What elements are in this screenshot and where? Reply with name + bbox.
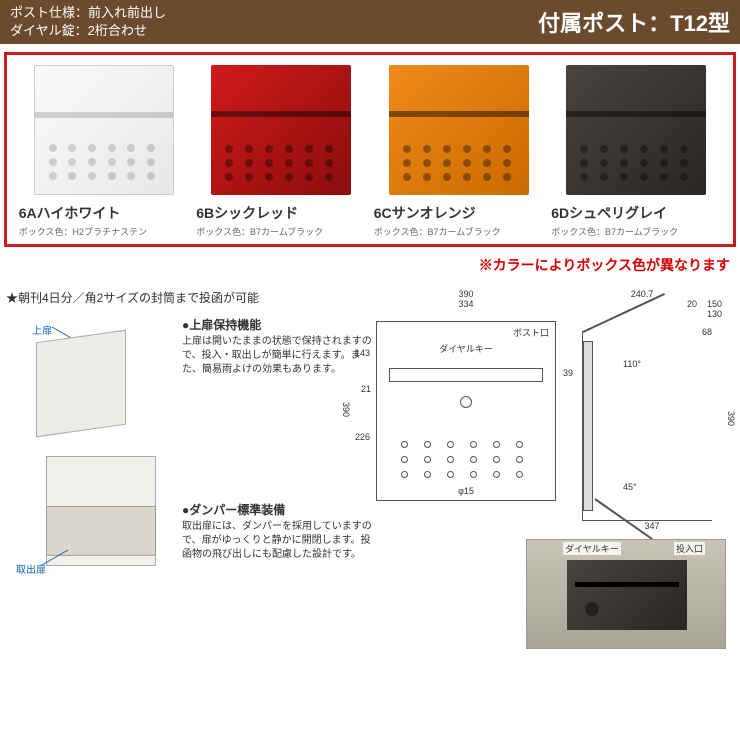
dim-width-inner: 334 <box>376 299 556 309</box>
dim-slot-h: 39 <box>563 368 573 378</box>
angle2: 45° <box>623 482 637 492</box>
spec-line-2: ダイヤル錠：2桁合わせ <box>10 22 166 40</box>
feature1-title: ●上扉保持機能 <box>182 316 376 333</box>
post-slot-label: ポスト口 <box>513 326 549 339</box>
color-note: ※カラーによりボックス色が異なります <box>0 255 730 275</box>
dim-side-d: 347 <box>582 521 722 531</box>
dim-height-outer-2: 390 <box>726 411 736 426</box>
mailbox-gray <box>566 65 706 195</box>
mailbox-orange <box>389 65 529 195</box>
color-option-6a: 6Aハイホワイト ボックス色：H2プラチナステン <box>19 65 189 238</box>
feature-text: ●上扉保持機能 上扉は開いたままの状態で保持されますので、投入・取出しが簡単に行… <box>176 316 376 576</box>
color-option-6c: 6Cサンオレンジ ボックス色：B7カームブラック <box>374 65 544 238</box>
dim-h-bot: 226 <box>355 432 370 442</box>
dim-side-w2: 150 <box>707 299 722 309</box>
dim-side-w: 240.7 <box>562 289 722 299</box>
box-color: ボックス色：H2プラチナステン <box>19 225 189 238</box>
dial-label: ダイヤルキー <box>439 342 493 355</box>
dim-height-outer: 390 <box>341 402 351 417</box>
color-name: 6Cサンオレンジ <box>374 203 544 223</box>
header-bar: ポスト仕様：前入れ前出し ダイヤル錠：2桁合わせ 付属ポスト：T12型 <box>0 0 740 44</box>
box-color: ボックス色：B7カームブラック <box>551 225 721 238</box>
detail-section: ★朝刊4日分／角2サイズの封筒まで投函が可能 上扉 取出扉 ●上扉保持機能 上扉… <box>0 289 740 649</box>
feature1-desc: 上扉は開いたままの状態で保持されますので、投入・取出しが簡単に行えます。また、簡… <box>182 335 376 377</box>
insert-label: 投入口 <box>674 542 705 555</box>
header-title: 付属ポスト：T12型 <box>538 6 730 38</box>
dim-width-outer: 390 <box>376 289 556 299</box>
detail-left: ★朝刊4日分／角2サイズの封筒まで投函が可能 上扉 取出扉 ●上扉保持機能 上扉… <box>6 289 376 649</box>
dim-h-top: 143 <box>355 348 370 358</box>
color-option-6d: 6Dシュペリグレイ ボックス色：B7カームブラック <box>551 65 721 238</box>
capacity-note: ★朝刊4日分／角2サイズの封筒まで投函が可能 <box>6 289 376 306</box>
feature2-desc: 取出扉には、ダンパーを採用していますので、扉がゆっくりと静かに開閉します。投函物… <box>182 520 376 562</box>
box-color: ボックス色：B7カームブラック <box>196 225 366 238</box>
dim-side-w3: 130 <box>562 309 722 319</box>
front-view-drawing: 390 334 ダイヤルキー ポスト口 φ15 143 21 226 39 39… <box>376 289 556 531</box>
mailbox-red <box>211 65 351 195</box>
bottom-photo-area: ダイヤルキー 投入口 <box>376 539 734 649</box>
feature2-text-repeat <box>376 539 526 649</box>
header-specs: ポスト仕様：前入れ前出し ダイヤル錠：2桁合わせ <box>10 4 166 40</box>
mailbox-white <box>34 65 174 195</box>
hole-dia: φ15 <box>458 486 474 496</box>
color-name: 6Bシックレッド <box>196 203 366 223</box>
technical-drawings: 390 334 ダイヤルキー ポスト口 φ15 143 21 226 39 39… <box>376 289 734 531</box>
angle1: 110° <box>623 359 641 369</box>
color-name: 6Aハイホワイト <box>19 203 189 223</box>
box-color: ボックス色：B7カームブラック <box>374 225 544 238</box>
dim-side-h1: 68 <box>702 327 712 337</box>
dim-side-t: 20 <box>687 299 697 309</box>
dim-h-mid: 21 <box>361 384 371 394</box>
color-option-6b: 6Bシックレッド ボックス色：B7カームブラック <box>196 65 366 238</box>
dial-label-2: ダイヤルキー <box>563 542 621 555</box>
color-name: 6Dシュペリグレイ <box>551 203 721 223</box>
spec-line-1: ポスト仕様：前入れ前出し <box>10 4 166 22</box>
upper-lid-label: 上扉 <box>32 322 52 337</box>
side-view-drawing: 240.7 20 150 130 68 110° 45° 390 347 <box>562 289 722 531</box>
feature2-title: ●ダンパー標準装備 <box>182 501 376 518</box>
detail-right: 390 334 ダイヤルキー ポスト口 φ15 143 21 226 39 39… <box>376 289 734 649</box>
mechanism-diagram: 上扉 取出扉 <box>6 316 176 576</box>
color-options-panel: 6Aハイホワイト ボックス色：H2プラチナステン 6Bシックレッド ボックス色：… <box>4 52 736 247</box>
installed-photo: ダイヤルキー 投入口 <box>526 539 726 649</box>
